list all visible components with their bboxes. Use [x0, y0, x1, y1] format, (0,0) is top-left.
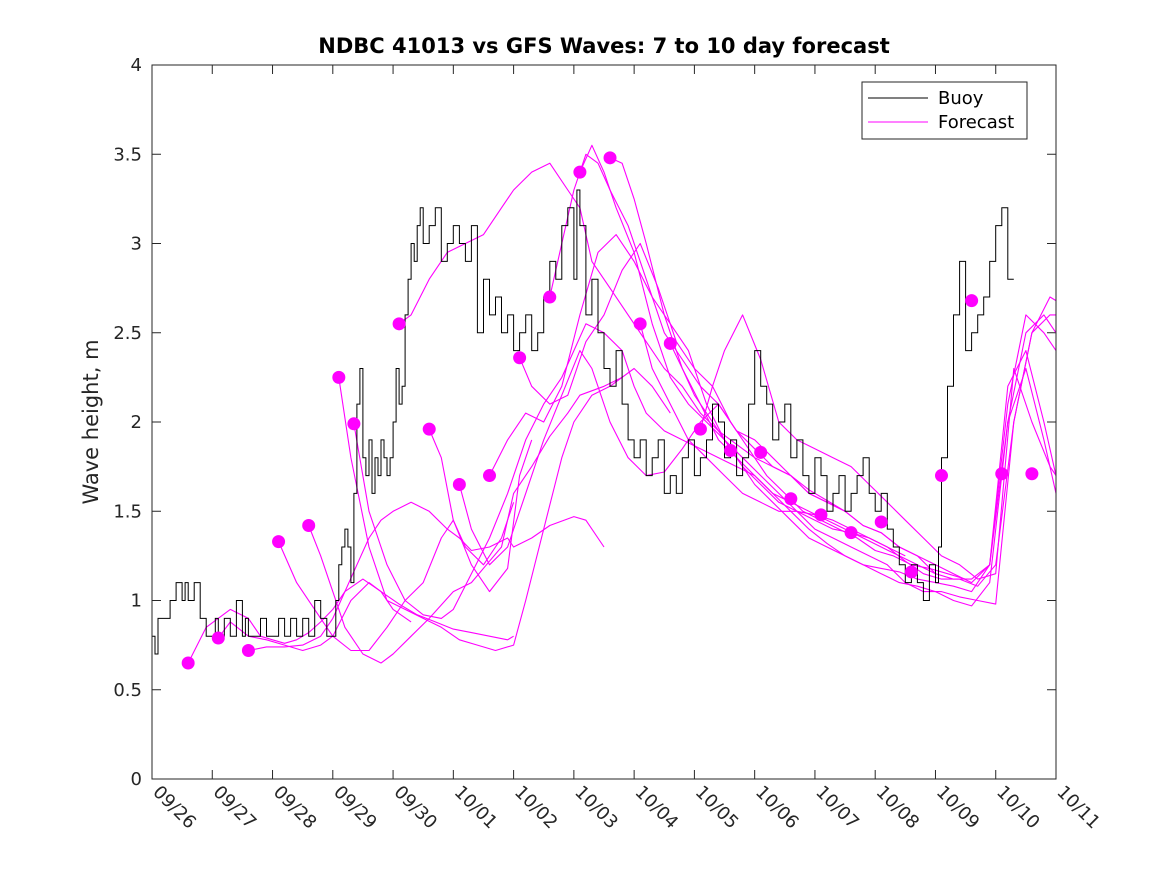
y-tick-label-1: 0.5 — [113, 680, 142, 701]
series-layer — [152, 144, 1057, 664]
forecast-line-11 — [519, 242, 966, 580]
forecast-marker-22 — [844, 526, 858, 540]
forecast-line-4 — [308, 376, 623, 664]
y-tick-label-3: 1.5 — [113, 501, 142, 522]
forecast-marker-26 — [965, 294, 979, 308]
forecast-marker-15 — [633, 317, 647, 331]
forecast-marker-28 — [1025, 467, 1039, 481]
y-tick-label-5: 2.5 — [113, 323, 142, 344]
y-tick-label-8: 4 — [131, 55, 142, 76]
forecast-marker-21 — [814, 508, 828, 522]
legend: Buoy Forecast — [861, 81, 1028, 140]
forecast-marker-2 — [241, 643, 255, 657]
plot-area — [152, 65, 1056, 779]
forecast-marker-9 — [452, 477, 466, 491]
forecast-marker-8 — [422, 422, 436, 436]
y-tick-label-4: 2 — [131, 412, 142, 433]
plot-frame — [151, 64, 1057, 780]
forecast-marker-13 — [573, 165, 587, 179]
forecast-marker-24 — [904, 565, 918, 579]
forecast-line-6 — [353, 323, 936, 619]
chart-title: NDBC 41013 vs GFS Waves: 7 to 10 day for… — [318, 34, 889, 58]
y-tick-label-6: 3 — [131, 234, 142, 255]
forecast-marker-27 — [995, 467, 1009, 481]
forecast-marker-17 — [693, 422, 707, 436]
legend-label-buoy: Buoy — [938, 88, 984, 109]
forecast-line-10 — [489, 234, 906, 557]
forecast-markers — [181, 151, 1039, 670]
legend-label-forecast: Forecast — [938, 112, 1014, 133]
forecast-line-8 — [428, 428, 515, 566]
forecast-line-5 — [338, 367, 671, 652]
forecast-marker-16 — [663, 336, 677, 350]
forecast-marker-4 — [302, 519, 316, 533]
forecast-marker-6 — [347, 417, 361, 431]
forecast-marker-25 — [934, 469, 948, 483]
forecast-marker-5 — [332, 370, 346, 384]
legend-box — [861, 81, 1028, 140]
forecast-marker-1 — [211, 631, 225, 645]
forecast-line-14 — [609, 157, 1057, 607]
y-axis-label: Wave height, m — [79, 339, 103, 504]
y-tick-label-7: 3.5 — [113, 144, 142, 165]
forecast-marker-11 — [513, 351, 527, 365]
forecast-marker-20 — [784, 492, 798, 506]
y-tick-label-0: 0 — [131, 769, 142, 790]
forecast-marker-7 — [392, 317, 406, 331]
forecast-marker-19 — [754, 445, 768, 459]
forecast-marker-14 — [603, 151, 617, 165]
forecast-marker-23 — [874, 515, 888, 529]
forecast-line-1 — [217, 582, 514, 652]
y-tick-label-2: 1 — [131, 591, 142, 612]
y-tick-labels: 0 0.5 1 1.5 2 2.5 3 3.5 4 — [113, 55, 142, 790]
forecast-marker-3 — [272, 535, 286, 549]
forecast-marker-10 — [482, 469, 496, 483]
forecast-line-13 — [579, 144, 1057, 605]
forecast-marker-12 — [543, 290, 557, 304]
forecast-line-2 — [248, 501, 605, 652]
buoy-line — [152, 189, 1014, 655]
forecast-marker-18 — [724, 444, 738, 458]
forecast-marker-0 — [181, 656, 195, 670]
